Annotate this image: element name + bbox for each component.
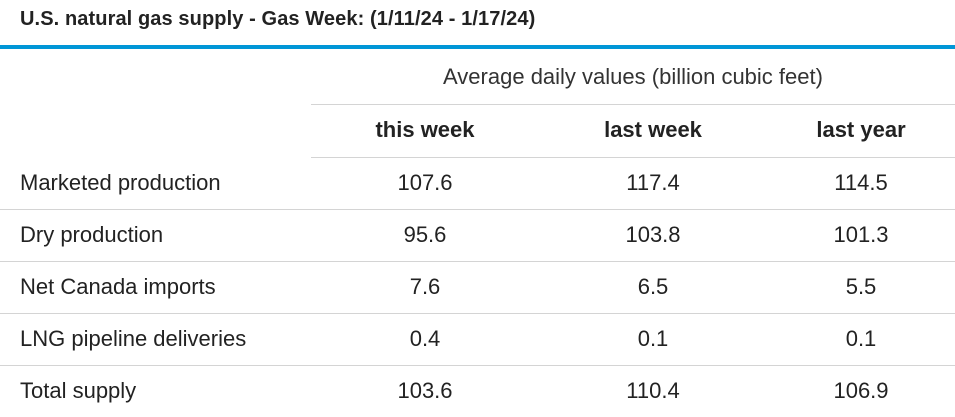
cell-last-week: 117.4 — [626, 170, 680, 195]
column-header-last-week: last week — [604, 117, 702, 142]
row-label: Net Canada imports — [20, 274, 216, 299]
row-divider — [0, 261, 955, 262]
cell-this-week: 7.6 — [409, 274, 441, 299]
table-row-marketed-production: Marketed production 107.6 117.4 114.5 — [0, 157, 955, 209]
group-header: Average daily values (billion cubic feet… — [443, 64, 823, 89]
column-header-divider — [311, 157, 955, 158]
row-divider — [0, 313, 955, 314]
group-header-divider — [311, 104, 955, 105]
row-divider — [0, 365, 955, 366]
table-row-total-supply: Total supply 103.6 110.4 106.9 — [0, 365, 955, 417]
cell-this-week: 103.6 — [397, 378, 453, 403]
cell-last-year: 5.5 — [845, 274, 877, 299]
cell-last-year: 101.3 — [833, 222, 889, 247]
cell-last-week: 0.1 — [637, 326, 669, 351]
title-accent-rule — [0, 45, 955, 49]
row-label: LNG pipeline deliveries — [20, 326, 247, 351]
cell-this-week: 0.4 — [409, 326, 441, 351]
column-header-this-week: this week — [375, 117, 475, 142]
cell-this-week: 95.6 — [403, 222, 447, 247]
table-row-lng-pipeline-deliveries: LNG pipeline deliveries 0.4 0.1 0.1 — [0, 313, 955, 365]
table-title: U.S. natural gas supply - Gas Week: (1/1… — [20, 8, 536, 30]
cell-last-year: 114.5 — [834, 170, 888, 195]
cell-last-year: 0.1 — [845, 326, 877, 351]
cell-last-year: 106.9 — [833, 378, 889, 403]
row-divider — [0, 209, 955, 210]
row-label: Total supply — [20, 378, 137, 403]
row-label: Dry production — [20, 222, 164, 247]
column-header-last-year: last year — [816, 117, 906, 142]
cell-last-week: 110.4 — [626, 378, 680, 403]
row-label: Marketed production — [20, 170, 221, 195]
cell-last-week: 6.5 — [637, 274, 669, 299]
table-row-net-canada-imports: Net Canada imports 7.6 6.5 5.5 — [0, 261, 955, 313]
cell-this-week: 107.6 — [397, 170, 453, 195]
cell-last-week: 103.8 — [625, 222, 681, 247]
table-row-dry-production: Dry production 95.6 103.8 101.3 — [0, 209, 955, 261]
